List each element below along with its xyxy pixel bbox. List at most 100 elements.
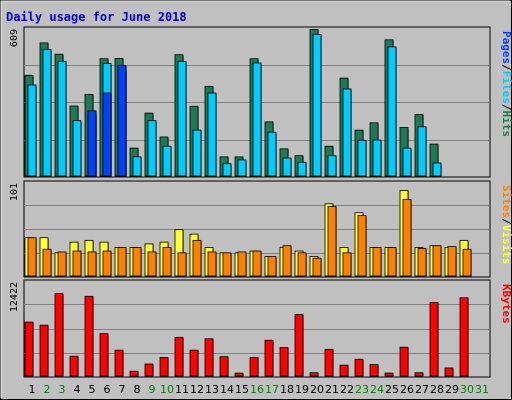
bar-kbytes-3 <box>54 293 64 377</box>
bar-files-9 <box>147 120 157 177</box>
bar-sites-2 <box>42 248 52 277</box>
bar-sites-24 <box>372 247 382 277</box>
bar-sites-29 <box>447 246 457 277</box>
bar-files-4 <box>72 120 82 177</box>
bar-sites-16 <box>252 250 262 277</box>
bar-files-28 <box>432 162 442 177</box>
x-tick-11: 11 <box>175 383 189 396</box>
bar-sites-5 <box>87 251 97 277</box>
x-tick-19: 19 <box>295 383 309 396</box>
panel-kbytes: 12422 KBytes <box>9 279 512 378</box>
bar-sites-28 <box>432 245 442 277</box>
bar-kbytes-11 <box>174 336 184 377</box>
bar-sites-21 <box>327 206 337 277</box>
bar-sites-20 <box>312 257 322 277</box>
bar-files-13 <box>207 92 217 177</box>
bar-files-22 <box>342 88 352 177</box>
bar-kbytes-24 <box>369 364 379 377</box>
x-tick-31: 31 <box>475 383 489 396</box>
x-tick-10: 10 <box>160 383 174 396</box>
legend-item: / <box>500 64 512 71</box>
bar-kbytes-15 <box>234 372 244 377</box>
bar-files-21 <box>327 155 337 177</box>
bar-kbytes-23 <box>354 358 364 377</box>
x-tick-20: 20 <box>310 383 324 396</box>
x-tick-6: 6 <box>104 383 111 396</box>
bar-kbytes-30 <box>459 297 469 377</box>
bar-files-20 <box>312 33 322 177</box>
bar-sites-19 <box>297 252 307 277</box>
bar-kbytes-17 <box>264 339 274 377</box>
bar-sites-1 <box>27 237 37 277</box>
bar-kbytes-7 <box>114 349 124 377</box>
x-tick-3: 3 <box>59 383 66 396</box>
x-tick-2: 2 <box>44 383 51 396</box>
bar-sites-22 <box>342 252 352 277</box>
bar-sites-11 <box>177 252 187 277</box>
bar-sites-15 <box>237 251 247 277</box>
x-axis: 1 2 3 4 5 6 7 8 9 10 11 12 13 14 15 16 17 18 19 20 21 22 23 24 2… <box>29 383 490 396</box>
bar-sites-3 <box>57 251 67 277</box>
bar-sites-10 <box>162 247 172 277</box>
legend-sites-visits: Sites/Visits <box>500 185 512 265</box>
bar-kbytes-4 <box>69 355 79 377</box>
bar-sites-30 <box>462 248 472 277</box>
legend-item: Files <box>500 71 512 104</box>
x-tick-28: 28 <box>430 383 444 396</box>
bar-kbytes-25 <box>384 372 394 377</box>
x-tick-12: 12 <box>190 383 204 396</box>
bar-sites-26 <box>402 198 412 277</box>
y-max-label: 101 <box>9 183 20 201</box>
legend-item: / <box>500 104 512 111</box>
bar-files-19 <box>297 161 307 177</box>
bar-pages-7 <box>117 64 127 177</box>
bar-files-16 <box>252 62 262 177</box>
x-tick-4: 4 <box>74 383 81 396</box>
bar-kbytes-21 <box>324 348 334 377</box>
x-tick-17: 17 <box>265 383 279 396</box>
bar-files-17 <box>267 131 277 177</box>
bar-sites-6 <box>102 250 112 277</box>
bar-files-24 <box>372 139 382 177</box>
bar-kbytes-27 <box>414 372 424 377</box>
x-tick-14: 14 <box>220 383 234 396</box>
x-tick-16: 16 <box>250 383 264 396</box>
bar-files-11 <box>177 61 187 177</box>
bar-files-1 <box>27 84 37 177</box>
bar-sites-18 <box>282 245 292 277</box>
bar-kbytes-18 <box>279 347 289 377</box>
bar-kbytes-5 <box>84 295 94 377</box>
bar-kbytes-14 <box>219 356 229 377</box>
bar-files-8 <box>132 156 142 177</box>
bar-sites-12 <box>192 239 202 277</box>
bar-kbytes-8 <box>129 370 139 377</box>
bar-kbytes-13 <box>204 338 214 377</box>
y-max-label: 609 <box>9 29 20 47</box>
x-tick-30: 30 <box>460 383 474 396</box>
bar-kbytes-12 <box>189 349 199 377</box>
bar-files-2 <box>42 49 52 177</box>
bar-kbytes-19 <box>294 314 304 377</box>
x-tick-8: 8 <box>134 383 141 396</box>
bar-files-26 <box>402 147 412 177</box>
bar-sites-8 <box>132 247 142 277</box>
x-tick-9: 9 <box>149 383 156 396</box>
legend-item: Visits <box>500 225 512 265</box>
bar-kbytes-20 <box>309 372 319 377</box>
x-tick-5: 5 <box>89 383 96 396</box>
bar-sites-4 <box>72 250 82 277</box>
bar-sites-14 <box>222 252 232 277</box>
bar-kbytes-29 <box>444 367 454 377</box>
y-max-label: 12422 <box>9 282 20 312</box>
panel-sites-visits: 101 Sites/Visits <box>9 180 512 278</box>
legend-item: Hits <box>500 111 512 138</box>
bar-files-14 <box>222 163 232 177</box>
bar-sites-27 <box>417 247 427 277</box>
x-tick-22: 22 <box>340 383 354 396</box>
bar-kbytes-16 <box>249 356 259 377</box>
legend-pages-files-hits: Pages/Files/Hits <box>500 31 512 137</box>
x-tick-26: 26 <box>400 383 414 396</box>
chart-panels: 609 Pages/Files/Hits 101 Sites/Visits 12422 K… <box>9 26 512 378</box>
